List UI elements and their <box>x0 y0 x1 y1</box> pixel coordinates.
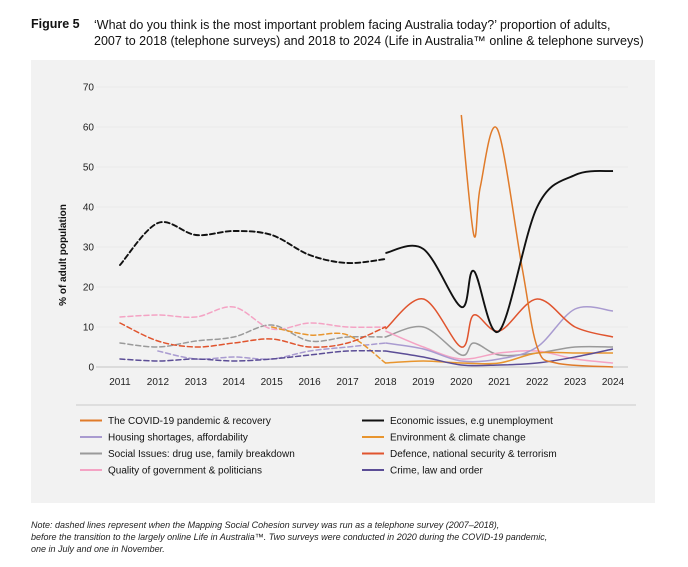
gridlines <box>96 86 628 368</box>
series-line-dashed-defence-national-security-terrorism <box>119 322 387 348</box>
y-tick-label: 10 <box>83 323 95 334</box>
legend-label-quality-of-government-politicians: Quality of government & politicians <box>108 466 262 477</box>
x-tick-label: 2011 <box>109 377 131 388</box>
series-line-solid-social-issues-drug-use-family-breakdown <box>385 325 614 357</box>
x-tick-label: 2015 <box>261 377 284 388</box>
x-tick-label: 2012 <box>147 377 170 388</box>
figure-note: Note: dashed lines represent when the Ma… <box>31 519 671 555</box>
series-line-solid-quality-of-government-politicians <box>385 330 614 364</box>
legend: The COVID-19 pandemic & recovery Housing … <box>80 416 557 477</box>
series-line-solid-economic-issues-e-g-unemployment <box>385 170 614 333</box>
note-line-1: Note: dashed lines represent when the Ma… <box>31 520 500 530</box>
legend-label-crime-law-and-order: Crime, law and order <box>390 466 483 477</box>
figure-title: ‘What do you think is the most important… <box>94 17 669 49</box>
legend-label-social-issues-drug-use-family-breakdown: Social Issues: drug use, family breakdow… <box>108 449 295 460</box>
x-tick-label: 2024 <box>602 377 625 388</box>
note-line-2: before the transition to the largely onl… <box>31 532 548 542</box>
series-line-dashed-environment-climate-change <box>270 326 387 364</box>
series-line-solid-environment-climate-change <box>385 351 613 365</box>
legend-label-housing-shortages-affordability: Housing shortages, affordability <box>108 433 248 444</box>
x-tick-label: 2021 <box>488 377 511 388</box>
series-line-solid-crime-law-and-order <box>385 348 614 367</box>
series-line-solid-housing-shortages-affordability <box>385 305 614 363</box>
series-line-solid-the-covid-19-pandemic-recovery <box>460 114 614 368</box>
y-tick-label: 20 <box>83 283 95 294</box>
y-axis-ticks: 0 10 20 30 40 50 60 70 <box>83 83 95 374</box>
y-tick-label: 0 <box>88 363 94 374</box>
x-tick-label: 2016 <box>298 377 321 388</box>
x-tick-label: 2023 <box>564 377 587 388</box>
x-tick-label: 2014 <box>223 377 246 388</box>
series-line-dashed-economic-issues-e-g-unemployment <box>119 221 387 266</box>
y-tick-label: 30 <box>83 243 95 254</box>
y-tick-label: 60 <box>83 123 95 134</box>
x-tick-label: 2022 <box>526 377 549 388</box>
series-line-dashed-social-issues-drug-use-family-breakdown <box>119 324 387 348</box>
series-line-dashed-quality-of-government-politicians <box>119 306 387 331</box>
series-line-solid-defence-national-security-terrorism <box>384 298 614 348</box>
x-tick-label: 2018 <box>374 377 397 388</box>
legend-label-environment-climate-change: Environment & climate change <box>390 433 526 444</box>
y-tick-label: 70 <box>83 83 95 94</box>
x-tick-label: 2017 <box>336 377 359 388</box>
note-line-3: one in July and one in November. <box>31 544 165 554</box>
series-lines <box>119 114 614 368</box>
x-tick-label: 2013 <box>185 377 208 388</box>
figure-label: Figure 5 <box>31 17 80 31</box>
figure-title-line-1: ‘What do you think is the most important… <box>94 18 611 32</box>
x-tick-label: 2019 <box>412 377 435 388</box>
x-tick-label: 2020 <box>450 377 473 388</box>
y-tick-label: 50 <box>83 163 95 174</box>
x-axis-ticks: 2011 2012 2013 2014 2015 2016 2017 2018 2019 2020… <box>109 377 624 388</box>
y-tick-label: 40 <box>83 203 95 214</box>
legend-label-economic-issues-e-g-unemployment: Economic issues, e.g unemployment <box>390 416 553 427</box>
series-line-dashed-crime-law-and-order <box>119 349 387 362</box>
figure-title-line-2: 2007 to 2018 (telephone surveys) and 201… <box>94 34 644 48</box>
y-axis-title: % of adult population <box>58 204 69 306</box>
chart-panel <box>31 60 655 503</box>
legend-label-defence-national-security-terrorism: Defence, national security & terrorism <box>390 449 557 460</box>
legend-label-the-covid-19-pandemic-recovery: The COVID-19 pandemic & recovery <box>108 416 271 427</box>
